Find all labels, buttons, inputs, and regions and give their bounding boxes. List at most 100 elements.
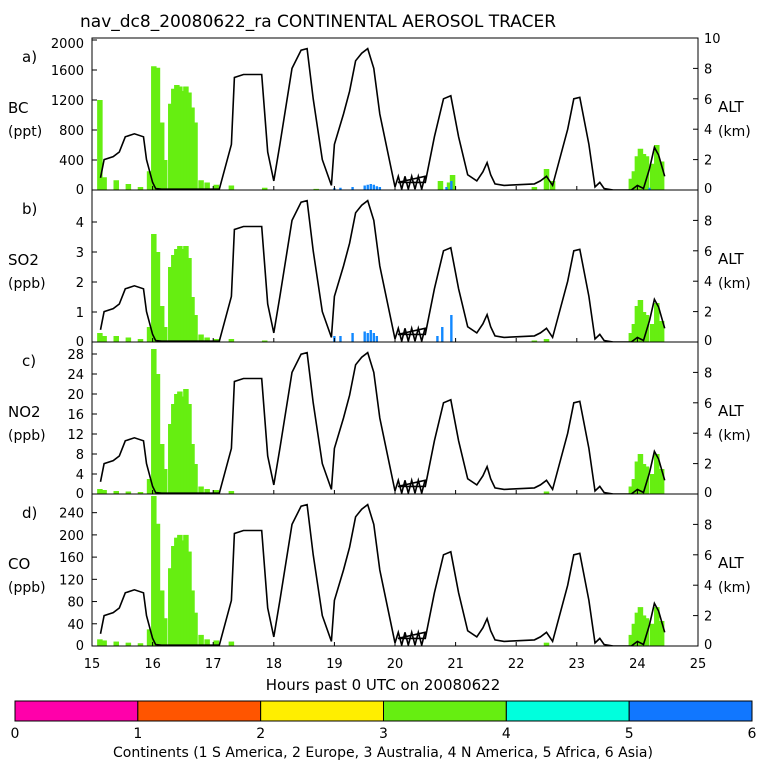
left-tick-label: 3 [76,246,84,261]
bar-n-america [531,187,538,190]
x-tick-label: 22 [508,657,525,672]
bar-n-america [97,489,103,494]
left-tick-label: 28 [67,348,84,363]
panels: 04008001200160020000246810a)BC(ppt)ALT(k… [8,32,751,672]
colorbar-tick-label: 1 [133,726,142,742]
bar-n-america [649,474,656,494]
bar-n-america [183,86,189,190]
bar-n-america [125,184,132,190]
bar-n-america [658,321,665,342]
panel-letter: a) [22,48,37,66]
left-tick-label: 400 [59,154,84,169]
bar-n-america [158,590,165,646]
right-tick-label: 8 [704,62,712,77]
bar-n-america [161,160,168,190]
alt-label: ALT [718,250,745,268]
right-tick-label: 0 [704,182,712,197]
bar-n-america [146,629,153,646]
bar-n-america [168,568,174,646]
bar-n-america [198,486,204,494]
bar-n-america [161,327,168,342]
bar-asia [372,333,375,342]
bar-asia [445,187,448,190]
altitude-line [99,47,666,190]
bar-n-america [171,88,177,190]
bar-n-america [637,148,644,190]
bar-asia [366,184,369,190]
bar-n-america [183,534,189,646]
bar-n-america [113,180,119,190]
bar-n-america [228,185,235,190]
bar-n-america [654,303,660,342]
left-tick-label: 160 [59,551,84,566]
bar-asia [441,327,444,342]
bar-asia [450,315,453,342]
left-tick-label: 24 [67,368,84,383]
bar-n-america [654,607,660,646]
bar-asia [375,336,379,342]
bar-n-america [180,396,186,494]
bar-n-america [228,491,235,494]
bar-asia [369,184,372,190]
bar-n-america [125,491,132,494]
bar-n-america [204,639,210,646]
alt-label: ALT [718,98,745,116]
panel-so2: 0 1 2 3 4 0 2 4 6 8 b) SO2 (ppb) ALT (km) [8,189,751,350]
bar-n-america [168,424,174,494]
bar-n-america [628,486,635,494]
bar-n-america [186,551,192,646]
bar-n-america [161,618,168,646]
bar-n-america [137,492,144,494]
bar-n-america [101,490,107,494]
bar-n-america [640,154,647,190]
bar-n-america [640,615,647,646]
bar-n-america [658,161,665,190]
bar-n-america [101,640,107,646]
bar-n-america [137,643,144,646]
bar-n-america [154,523,161,646]
bar-asia [375,186,379,190]
bar-n-america [171,546,177,646]
bar-n-america [177,391,183,494]
bar-n-america [186,92,192,190]
bar-n-america [180,540,186,646]
x-tick-label: 15 [84,657,101,672]
colorbar-swatch [260,700,384,722]
colorbar-swatch [628,700,753,722]
bar-n-america [658,469,665,494]
bar-n-america [186,404,192,494]
left-tick-label: 80 [67,596,84,611]
x-tick-label: 17 [205,657,222,672]
colorbar-label: Continents (1 S America, 2 Europe, 3 Aus… [113,745,653,761]
panel-bc: 0 400 800 1200 1600 2000 0 2 4 6 8 10 a) BC (ppt) ALT (k… [8,32,751,198]
left-tick-label: 2 [76,276,84,291]
bar-n-america [174,537,180,646]
bar-n-america [643,156,650,190]
bar-n-america [151,234,157,342]
panel-unit: (ppb) [8,428,46,444]
left-tick-label: 240 [59,507,84,522]
continent-colorbar: 0 1 2 3 4 5 6 [11,700,757,742]
right-tick-label: 8 [704,214,712,229]
x-tick-label: 16 [144,657,161,672]
bar-n-america [449,175,456,190]
altitude-line [99,199,666,342]
bar-n-america [146,479,153,494]
bar-n-america [137,339,144,342]
bar-n-america [97,333,103,342]
bar-n-america [640,312,647,342]
panel-letter: d) [22,504,37,522]
right-tick-label: 10 [704,32,721,47]
colorbar-tick-label: 5 [625,726,634,742]
bar-n-america [649,623,656,646]
left-tick-label: 40 [67,618,84,633]
bar-asia [351,187,354,190]
bar-n-america [183,389,189,494]
bar-n-america [213,640,219,646]
colorbar-tick-label: 0 [11,726,20,742]
bar-n-america [158,306,165,342]
bar-n-america [654,454,660,494]
altitude-line [99,351,666,494]
bar-n-america [192,315,198,342]
